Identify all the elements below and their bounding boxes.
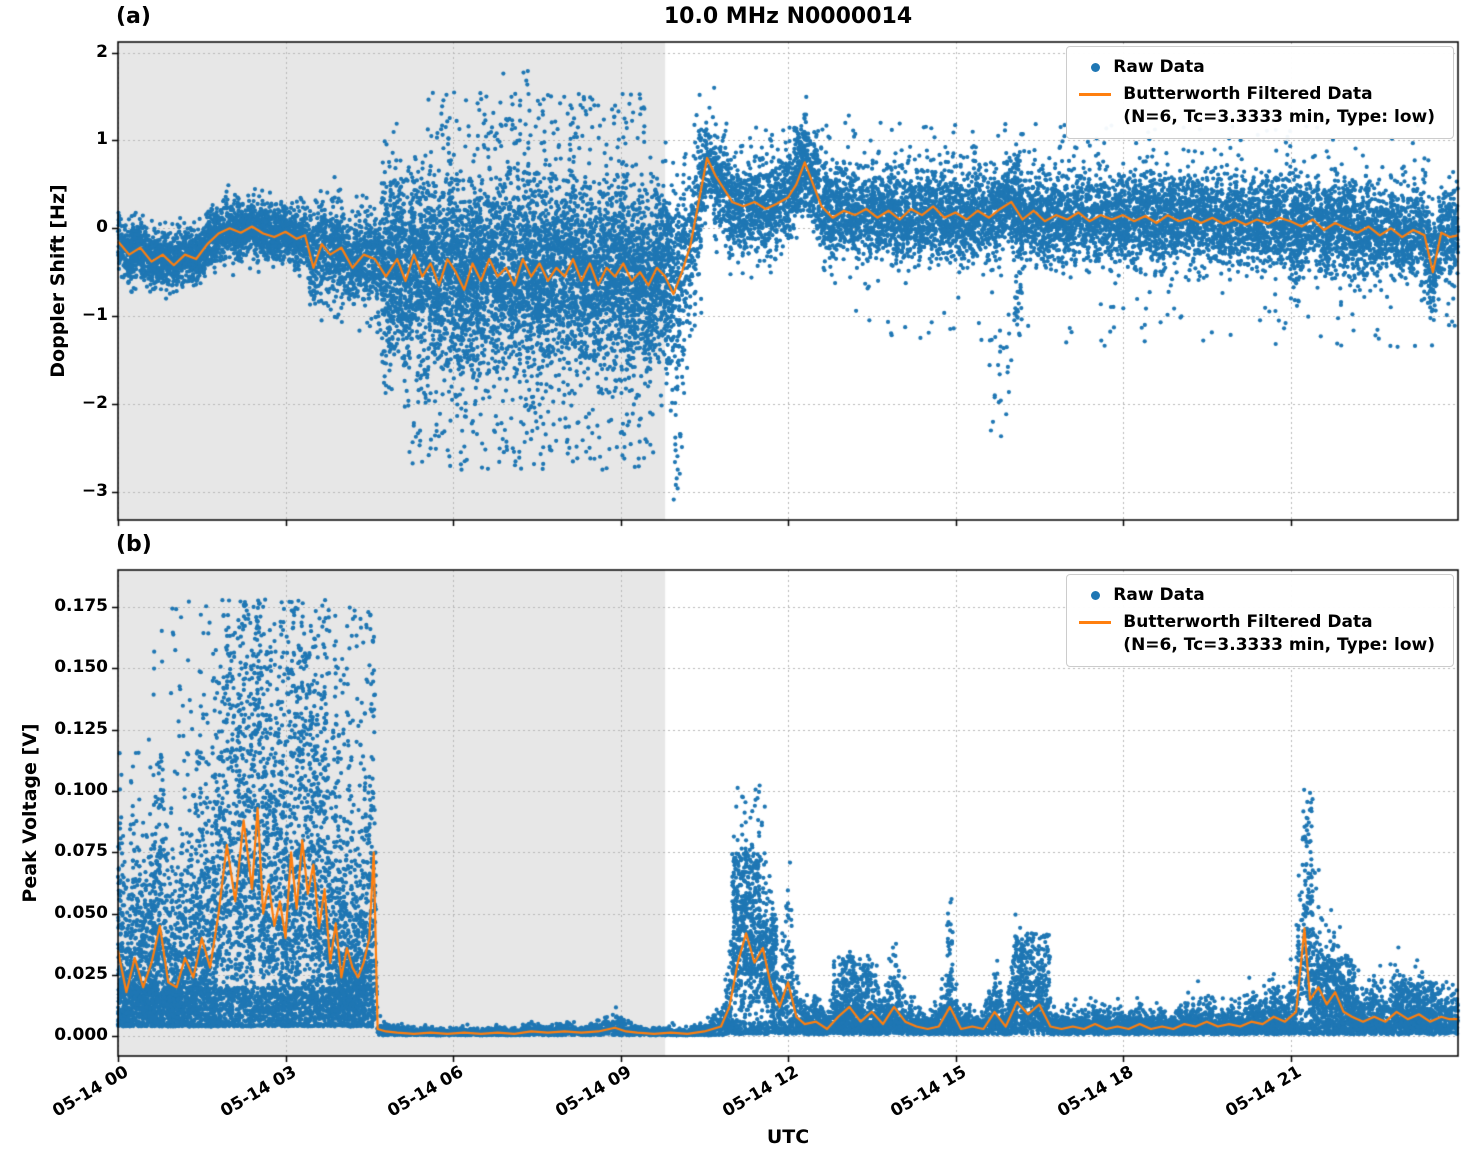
y-tick-label: 0.000 <box>54 1025 108 1046</box>
panel-b-tag: (b) <box>116 532 152 557</box>
y-tick-label: 0.175 <box>54 595 108 616</box>
raw-data-marker <box>1091 590 1101 600</box>
panel-b-ylabel: Peak Voltage [V] <box>19 723 41 903</box>
legend-filtered-label: Butterworth Filtered Data <box>1123 611 1373 632</box>
legend-panel-b: Raw Data Butterworth Filtered Data (N=6,… <box>1066 574 1454 667</box>
x-axis-label: UTC <box>766 1126 810 1148</box>
y-tick-label: −2 <box>81 393 108 413</box>
legend-filtered-params: (N=6, Tc=3.3333 min, Type: low) <box>1123 106 1435 127</box>
legend-filtered-label: Butterworth Filtered Data <box>1123 83 1373 104</box>
y-tick-label: 0.100 <box>54 779 108 800</box>
y-tick-label: 0.075 <box>54 841 108 862</box>
y-tick-label: 0.025 <box>54 964 108 984</box>
filtered-line-marker <box>1079 620 1112 624</box>
raw-data-marker <box>1091 62 1101 72</box>
y-tick-label: 0.050 <box>54 902 108 923</box>
y-tick-label: 0.125 <box>54 718 108 739</box>
y-tick-label: −3 <box>81 480 108 501</box>
filtered-line-marker <box>1079 92 1112 96</box>
panel-a-tag: (a) <box>116 4 151 29</box>
y-tick-label: 0.150 <box>54 657 108 678</box>
y-tick-label: −1 <box>81 305 108 326</box>
figure-title: 10.0 MHz N0000014 <box>663 4 913 29</box>
panel-a-ylabel: Doppler Shift [Hz] <box>47 184 69 378</box>
legend-raw-label: Raw Data <box>1113 585 1205 605</box>
y-tick-label: 2 <box>96 41 108 62</box>
y-tick-label: 0 <box>96 217 108 238</box>
legend-raw-label: Raw Data <box>1113 57 1205 77</box>
y-tick-label: 1 <box>96 129 108 150</box>
legend-panel-a: Raw Data Butterworth Filtered Data (N=6,… <box>1066 46 1454 139</box>
legend-filtered-params: (N=6, Tc=3.3333 min, Type: low) <box>1123 634 1435 655</box>
